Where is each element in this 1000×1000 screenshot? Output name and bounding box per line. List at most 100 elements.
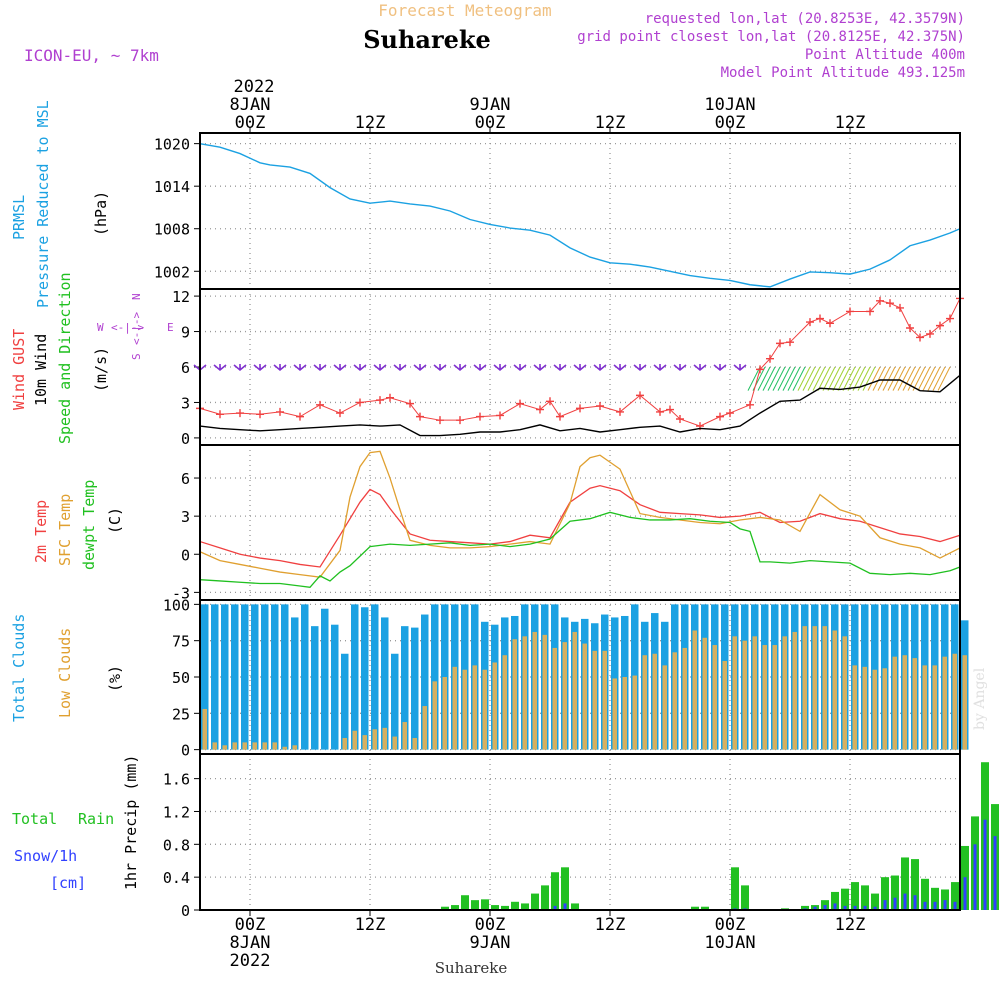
low-cloud-bar — [372, 729, 377, 750]
rain-bar — [911, 859, 919, 910]
gridpoint-coords: grid point closest lon,lat (20.8125E, 42… — [577, 29, 965, 45]
low-cloud-bar — [772, 645, 777, 750]
low-cloud-bar — [942, 656, 947, 750]
wind-hatch — [762, 366, 776, 391]
low-cloud-bar — [712, 645, 717, 750]
total-cloud-bar — [331, 624, 339, 750]
snow-bar — [853, 905, 857, 910]
low-cloud-bar — [292, 745, 297, 750]
wind-hatch — [777, 366, 791, 391]
wind-direction-arrow — [373, 364, 387, 372]
wind-hatch — [747, 366, 761, 391]
low-clouds-label: Low Clouds — [56, 628, 74, 718]
low-cloud-bar — [652, 653, 657, 750]
snow-bar — [893, 897, 897, 910]
gust-marker — [906, 324, 914, 332]
rain-bar — [701, 906, 709, 910]
low-cloud-bar — [422, 706, 427, 750]
low-cloud-bar — [562, 642, 567, 750]
model-altitude: Model Point Altitude 493.125m — [721, 65, 965, 81]
precip-total-label: Total — [12, 810, 57, 828]
compass: W E N S <-|-> <-|-> — [97, 293, 174, 360]
low-cloud-bar — [842, 636, 847, 750]
pressure-panel: 1002 1008 1014 1020 — [154, 132, 961, 290]
low-cloud-bar — [402, 722, 407, 750]
bottom-date-label: 10JAN — [704, 933, 755, 953]
low-cloud-bar — [762, 645, 767, 750]
rain-bar — [481, 899, 489, 910]
low-cloud-bar — [792, 631, 797, 750]
wind-direction-arrow — [593, 364, 607, 372]
y-tick-label: 0 — [181, 546, 190, 564]
top-year: 2022 — [234, 77, 275, 97]
y-tick-label: 0 — [181, 902, 190, 920]
wind-hatch — [802, 366, 816, 391]
low-cloud-bar — [932, 665, 937, 750]
wind-hatch — [912, 366, 926, 391]
wind-direction-arrow — [713, 364, 727, 372]
panel-frame — [199, 132, 961, 290]
wind-hatch — [812, 366, 826, 391]
y-tick-label: 12 — [172, 288, 190, 306]
snow-bar — [883, 900, 887, 910]
wind-hatch — [887, 366, 901, 391]
low-cloud-bar — [412, 738, 417, 750]
top-hour-label: 12Z — [835, 113, 866, 133]
wind-hatch — [757, 366, 771, 391]
rain-bar — [851, 882, 859, 910]
low-cloud-bar — [232, 742, 237, 750]
snow-bar — [873, 906, 877, 910]
gust-marker — [806, 318, 814, 327]
low-cloud-bar — [492, 662, 497, 750]
wind-hatch — [837, 366, 851, 391]
y-tick-label: 0.8 — [163, 836, 190, 854]
wind-hatch — [807, 366, 821, 391]
gust-marker — [756, 365, 764, 374]
gust-marker — [716, 412, 724, 421]
gust-marker — [636, 391, 644, 400]
compass-e: E — [167, 321, 174, 334]
low-cloud-bar — [802, 626, 807, 750]
gust-marker — [666, 405, 674, 414]
total-cloud-bar — [371, 604, 379, 750]
y-tick-label: 0 — [181, 742, 190, 760]
rain-bar — [891, 875, 899, 910]
wind-hatch — [902, 366, 916, 391]
low-cloud-bar — [602, 650, 607, 750]
total-cloud-bar — [221, 604, 229, 750]
bottom-hour-label: 00Z — [235, 915, 266, 935]
pressure-line — [199, 142, 961, 288]
total-cloud-bar — [391, 653, 399, 750]
low-cloud-bar — [212, 742, 217, 750]
low-cloud-bar — [432, 681, 437, 750]
low-cloud-bar — [342, 738, 347, 750]
snow-bar — [953, 901, 957, 910]
low-cloud-bar — [382, 727, 387, 750]
low-cloud-bar — [832, 630, 837, 750]
wind-direction-arrow — [433, 364, 447, 372]
low-cloud-bar — [612, 678, 617, 750]
y-tick-label: 1020 — [154, 136, 190, 154]
wind-hatch — [877, 366, 891, 391]
precip-panel: 0 0.4 0.8 1.2 1.6 — [163, 753, 999, 920]
gust-marker — [616, 407, 624, 416]
rain-bar — [471, 900, 479, 910]
low-cloud-bar — [912, 658, 917, 750]
rain-bar — [951, 882, 959, 910]
low-cloud-bar — [542, 634, 547, 750]
y-tick-label: 1.6 — [163, 771, 190, 789]
compass-s: S — [130, 353, 143, 360]
gust-marker — [786, 338, 794, 347]
wind-hatch — [782, 366, 796, 391]
title: Forecast Meteogram — [378, 1, 551, 20]
gust-marker — [576, 404, 584, 413]
gust-marker — [596, 402, 604, 410]
low-cloud-bar — [852, 665, 857, 750]
gust-marker — [946, 314, 954, 323]
rain-bar — [531, 893, 539, 910]
wind-10m-line — [199, 374, 961, 437]
panel-frame — [199, 753, 961, 911]
rain-bar — [861, 885, 869, 910]
low-cloud-bar — [862, 666, 867, 750]
